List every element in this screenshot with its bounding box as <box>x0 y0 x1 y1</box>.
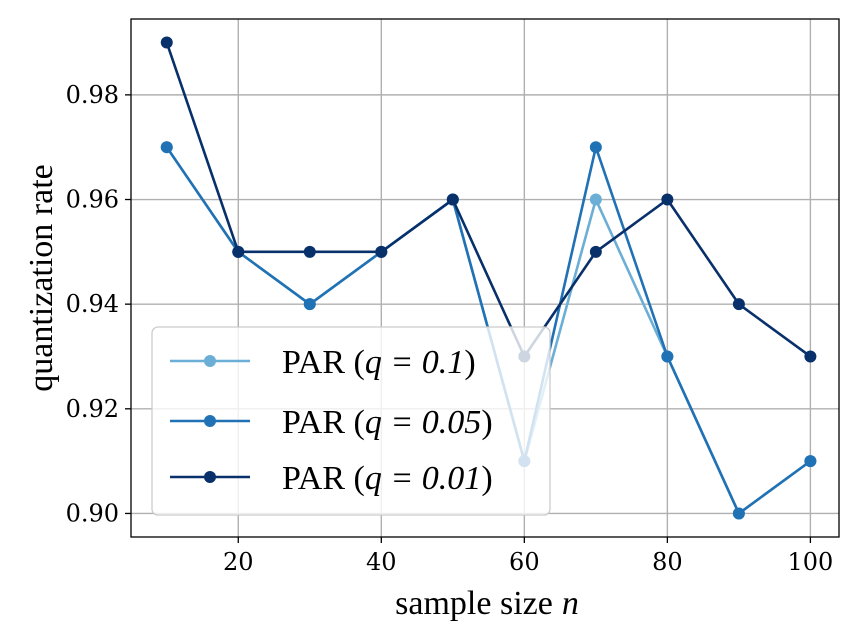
data-point <box>732 298 745 311</box>
legend-label: PAR (q = 0.1) <box>282 344 476 381</box>
data-point <box>232 245 245 258</box>
legend-marker <box>204 415 216 427</box>
y-tick-label: 0.96 <box>66 186 119 214</box>
data-point <box>732 507 745 520</box>
data-point <box>661 350 674 363</box>
x-tick-label: 100 <box>787 548 833 576</box>
y-tick-label: 0.90 <box>66 499 119 527</box>
data-point <box>804 350 817 363</box>
data-point <box>303 245 316 258</box>
data-point <box>375 245 388 258</box>
y-axis-ticks: 0.90 0.92 0.94 0.96 0.98 <box>66 81 131 527</box>
x-tick-label: 40 <box>366 548 397 576</box>
data-point <box>804 455 817 468</box>
x-tick-label: 80 <box>652 548 683 576</box>
y-axis-title: quantization rate <box>23 164 60 392</box>
x-axis-title: sample size n <box>395 585 579 622</box>
data-point <box>589 193 602 206</box>
legend-box <box>151 326 551 516</box>
legend-entry: PAR (q = 0.05) <box>170 404 493 441</box>
data-point <box>589 245 602 258</box>
legend-label: PAR (q = 0.05) <box>282 404 493 441</box>
series-line <box>165 42 812 358</box>
y-tick-label: 0.98 <box>66 81 119 109</box>
x-tick-label: 60 <box>509 548 540 576</box>
data-point <box>446 193 459 206</box>
x-axis-label: sample size <box>395 585 553 622</box>
legend-label: PAR (q = 0.01) <box>282 460 493 497</box>
data-point <box>661 193 674 206</box>
legend: PAR (q = 0.1) PAR (q = 0.05) PAR (q = 0.… <box>151 326 551 516</box>
data-point <box>160 36 173 49</box>
data-point <box>303 298 316 311</box>
x-axis-variable: n <box>562 585 579 622</box>
legend-entry: PAR (q = 0.01) <box>170 460 493 497</box>
plot-frame <box>130 18 840 538</box>
legend-entry: PAR (q = 0.1) <box>170 344 476 381</box>
y-tick-label: 0.92 <box>66 395 119 423</box>
y-tick-label: 0.94 <box>66 290 119 318</box>
legend-marker <box>204 355 216 367</box>
data-point <box>160 141 173 154</box>
legend-marker <box>204 471 216 483</box>
data-point <box>589 141 602 154</box>
x-tick-label: 20 <box>223 548 254 576</box>
x-axis-ticks: 20 40 60 80 100 <box>223 537 833 576</box>
